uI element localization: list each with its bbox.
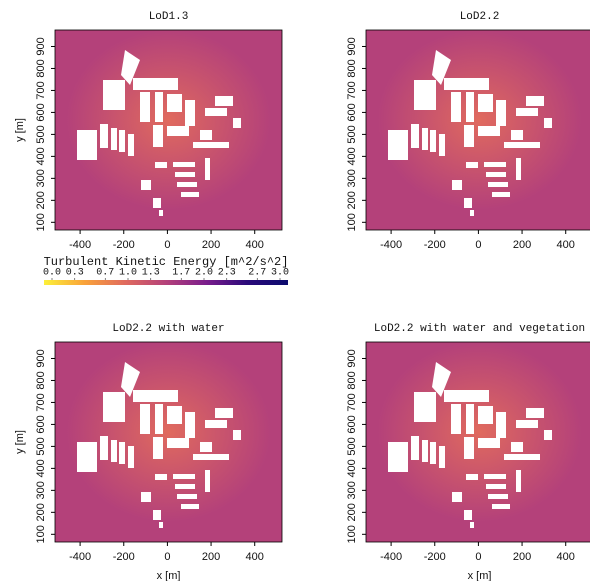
colorbar-tick-label: 2.3 (218, 268, 236, 279)
colorbar-tick-label: 1.3 (142, 268, 160, 279)
x-axis-label: x [m] (157, 570, 181, 581)
y-tick-label: 600 (35, 103, 47, 121)
colorbar-tick-label: 1.0 (119, 268, 137, 279)
y-tick-label: 200 (35, 191, 47, 209)
y-tick-label: 100 (346, 213, 358, 231)
x-tick-label: 0 (164, 551, 170, 563)
x-tick-label: -400 (69, 551, 91, 563)
x-tick-label: 200 (202, 239, 220, 251)
y-tick-label: 800 (346, 59, 358, 77)
colorbar-tick-label: 2.0 (195, 268, 213, 279)
y-axis-label: y [m] (14, 118, 26, 142)
y-tick-label: 300 (346, 481, 358, 499)
y-tick-label: 500 (346, 125, 358, 143)
y-tick-label: 600 (35, 415, 47, 433)
x-tick-label: -400 (380, 239, 402, 251)
y-tick-label: 600 (346, 103, 358, 121)
x-axis-label: x [m] (468, 570, 492, 581)
panel-title: LoD2.2 (460, 11, 500, 23)
y-tick-label: 600 (346, 415, 358, 433)
x-tick-label: -400 (69, 239, 91, 251)
y-tick-label: 400 (346, 459, 358, 477)
y-tick-label: 700 (346, 81, 358, 99)
x-tick-label: -200 (113, 239, 135, 251)
y-tick-label: 300 (35, 481, 47, 499)
colorbar-tick-label: 0.3 (66, 268, 84, 279)
y-axis-label: y [m] (14, 430, 26, 454)
colorbar-tick-label: 2.7 (248, 268, 266, 279)
x-tick-label: -400 (380, 551, 402, 563)
y-tick-label: 900 (35, 37, 47, 55)
panel-title: LoD2.2 with water (112, 323, 224, 335)
y-tick-label: 500 (35, 437, 47, 455)
x-tick-label: 400 (557, 551, 575, 563)
x-tick-label: 0 (475, 551, 481, 563)
x-tick-label: 400 (246, 551, 264, 563)
y-tick-label: 700 (35, 81, 47, 99)
colorbar-tick-label: 3.0 (271, 268, 289, 279)
x-tick-label: 200 (202, 551, 220, 563)
colorbar-tick-label: 1.7 (172, 268, 190, 279)
y-tick-label: 100 (346, 525, 358, 543)
y-tick-label: 900 (346, 37, 358, 55)
x-tick-label: 0 (164, 239, 170, 251)
x-tick-label: 200 (513, 551, 531, 563)
x-tick-label: -200 (424, 551, 446, 563)
y-tick-label: 900 (346, 349, 358, 367)
y-tick-label: 500 (35, 125, 47, 143)
y-tick-label: 100 (35, 525, 47, 543)
y-tick-label: 200 (35, 503, 47, 521)
y-tick-label: 400 (35, 459, 47, 477)
colorbar (44, 280, 288, 285)
x-tick-label: 0 (475, 239, 481, 251)
y-tick-label: 200 (346, 503, 358, 521)
y-tick-label: 300 (346, 169, 358, 187)
panel-title: LoD2.2 with water and vegetation (374, 323, 585, 335)
colorbar-tick-label: 0.7 (96, 268, 114, 279)
x-tick-label: 400 (557, 239, 575, 251)
colorbar-tick-label: 0.0 (43, 268, 61, 279)
y-tick-label: 100 (35, 213, 47, 231)
y-tick-label: 800 (35, 371, 47, 389)
y-tick-label: 800 (35, 59, 47, 77)
y-tick-label: 700 (346, 393, 358, 411)
x-tick-label: 400 (246, 239, 264, 251)
y-tick-label: 300 (35, 169, 47, 187)
y-tick-label: 400 (346, 147, 358, 165)
x-tick-label: 200 (513, 239, 531, 251)
y-tick-label: 400 (35, 147, 47, 165)
y-tick-label: 500 (346, 437, 358, 455)
y-tick-label: 200 (346, 191, 358, 209)
y-tick-label: 900 (35, 349, 47, 367)
x-tick-label: -200 (113, 551, 135, 563)
y-tick-label: 700 (35, 393, 47, 411)
y-tick-label: 800 (346, 371, 358, 389)
x-tick-label: -200 (424, 239, 446, 251)
figure: LoD1.3 -400 -200 0 200 400 100 200 300 400 500 600 7… (0, 0, 590, 581)
panel-title: LoD1.3 (149, 11, 189, 23)
